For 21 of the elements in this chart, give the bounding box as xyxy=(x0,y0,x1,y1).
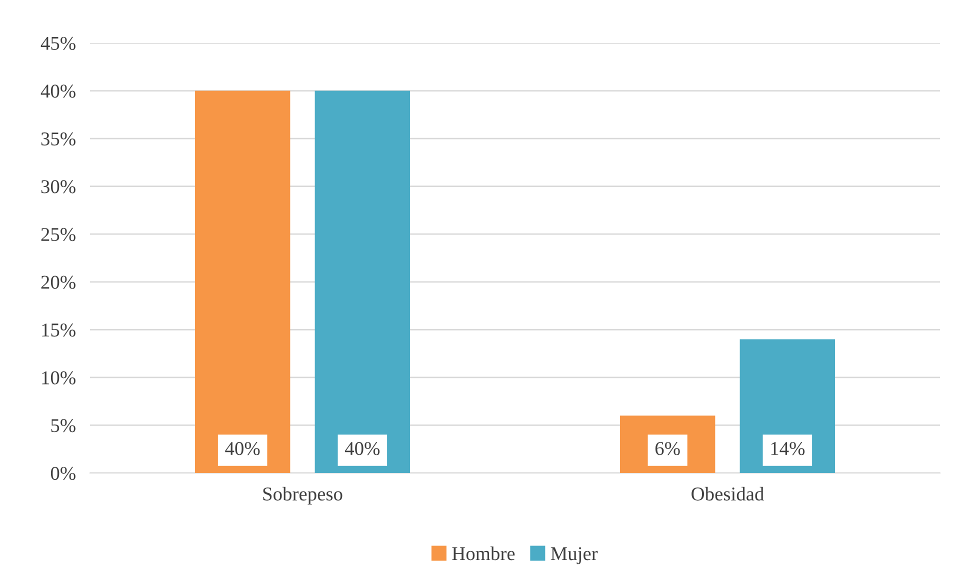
bar xyxy=(194,90,290,473)
data-label: 40% xyxy=(344,442,380,456)
legend-label: Mujer xyxy=(550,547,598,564)
data-label: 14% xyxy=(771,442,805,456)
y-tick-label: 25% xyxy=(41,228,76,242)
y-tick-label: 0% xyxy=(50,466,76,480)
y-tick-label: 20% xyxy=(41,276,76,289)
legend-label: Hombre xyxy=(452,546,515,560)
x-tick-label: Sobrepeso xyxy=(263,486,342,505)
bar xyxy=(740,339,836,473)
y-tick-label: 45% xyxy=(40,36,76,50)
data-label: 40% xyxy=(225,442,260,456)
data-label: 6% xyxy=(655,442,680,456)
y-tick-label: 5% xyxy=(51,419,76,432)
y-tick-label: 35% xyxy=(41,132,76,146)
y-tick-label: 30% xyxy=(41,180,76,194)
x-tick-label: Obesidad xyxy=(692,486,764,501)
y-tick-label: 15% xyxy=(42,323,76,337)
y-tick-label: 40% xyxy=(40,84,76,98)
y-tick-label: 10% xyxy=(42,371,76,384)
bar xyxy=(314,90,410,473)
